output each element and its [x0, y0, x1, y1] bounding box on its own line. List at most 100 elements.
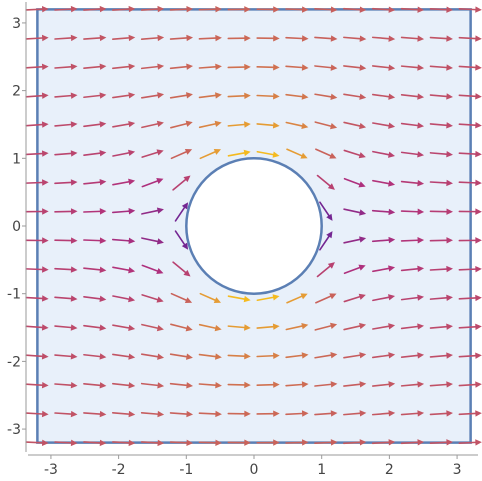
arrow-shaft — [199, 151, 216, 160]
arrow-shaft — [285, 121, 303, 127]
arrow-shaft — [314, 383, 332, 387]
arrow-shaft — [400, 94, 419, 98]
arrow-head — [186, 353, 193, 360]
field-arrow — [227, 295, 251, 303]
arrow-shaft — [198, 94, 217, 99]
arrow-head — [99, 237, 107, 244]
field-arrow — [285, 439, 309, 446]
field-arrow — [83, 237, 107, 244]
arrow-head — [156, 120, 164, 127]
field-arrow — [198, 323, 222, 332]
arrow-shaft — [429, 94, 448, 98]
arrow-head — [156, 207, 164, 214]
arrow-head — [70, 237, 78, 244]
field-arrow — [429, 208, 453, 215]
arrow-head — [70, 382, 78, 389]
field-arrow — [458, 93, 482, 100]
field-arrow — [256, 410, 280, 417]
arrow-shaft — [371, 209, 390, 213]
arrow-shaft — [314, 325, 332, 331]
arrow-shaft — [83, 239, 101, 242]
arrow-shaft — [25, 66, 43, 69]
arrow-head — [42, 266, 49, 273]
field-arrow — [198, 439, 222, 446]
field-arrow — [227, 63, 251, 71]
field-arrow — [83, 324, 107, 331]
arrow-shaft — [83, 181, 101, 185]
x-tick-label: -2 — [112, 462, 126, 478]
arrow-shaft — [371, 7, 390, 11]
arrow-shaft — [372, 267, 390, 273]
arrow-head — [41, 121, 49, 128]
arrow-head — [359, 439, 367, 446]
field-arrow — [458, 265, 482, 273]
field-arrow — [343, 6, 367, 13]
arrow-head — [213, 297, 221, 304]
arrow-shaft — [400, 268, 419, 272]
field-arrow — [314, 93, 338, 100]
arrow-head — [41, 150, 49, 157]
arrow-head — [215, 382, 222, 389]
arrow-shaft — [83, 412, 101, 415]
arrow-head — [186, 5, 194, 13]
field-arrow — [314, 121, 338, 130]
field-arrow — [343, 93, 367, 100]
arrow-head — [326, 231, 333, 239]
arrow-shaft — [54, 65, 72, 69]
arrow-shaft — [400, 412, 419, 416]
arrow-shaft — [54, 123, 72, 127]
arrow-head — [301, 122, 309, 130]
field-arrow — [343, 236, 367, 244]
arrow-shaft — [112, 181, 130, 186]
arrow-shaft — [54, 354, 72, 358]
arrow-shaft — [112, 210, 130, 214]
field-arrow — [25, 208, 49, 215]
arrow-head — [388, 294, 396, 301]
field-arrow — [112, 266, 136, 274]
arrow-head — [186, 439, 194, 447]
field-arrow — [83, 410, 107, 418]
field-arrow — [83, 353, 107, 360]
field-arrow — [315, 148, 337, 159]
arrow-shaft — [256, 94, 275, 98]
field-arrow — [286, 293, 308, 304]
x-tick-group: -3 -2 -1 0 1 2 3 — [44, 455, 462, 478]
arrow-shaft — [372, 296, 390, 302]
arrow-shaft — [285, 65, 303, 69]
arrow-head — [128, 63, 136, 70]
arrow-head — [99, 179, 107, 186]
arrow-head — [181, 242, 189, 250]
field-arrow — [169, 353, 193, 360]
arrow-head — [329, 293, 337, 300]
arrow-shaft — [343, 441, 361, 445]
arrow-shaft — [140, 412, 159, 415]
field-arrow — [227, 410, 251, 418]
arrow-shaft — [83, 210, 101, 213]
arrow-head — [272, 294, 280, 301]
field-arrow — [25, 179, 49, 186]
arrow-shaft — [429, 268, 448, 271]
field-arrow — [169, 34, 194, 42]
arrow-head — [99, 208, 107, 215]
arrow-shaft — [343, 208, 361, 214]
arrow-shaft — [169, 65, 188, 70]
arrow-shaft — [83, 123, 101, 128]
arrow-shaft — [429, 36, 448, 40]
arrow-shaft — [429, 297, 448, 300]
y-tick-label: -2 — [7, 354, 21, 370]
arrow-head — [273, 410, 280, 417]
arrow-shaft — [371, 383, 390, 387]
field-arrow — [169, 382, 193, 389]
field-arrow — [256, 64, 280, 71]
arrow-head — [330, 6, 338, 13]
field-arrow — [54, 295, 78, 302]
field-arrow — [256, 122, 280, 129]
arrow-head — [388, 64, 396, 71]
arrow-shaft — [198, 383, 217, 387]
arrow-shaft — [343, 121, 361, 127]
arrow-head — [417, 179, 425, 187]
arrow-head — [359, 322, 367, 330]
arrow-shaft — [372, 122, 390, 127]
arrow-shaft — [343, 412, 361, 416]
